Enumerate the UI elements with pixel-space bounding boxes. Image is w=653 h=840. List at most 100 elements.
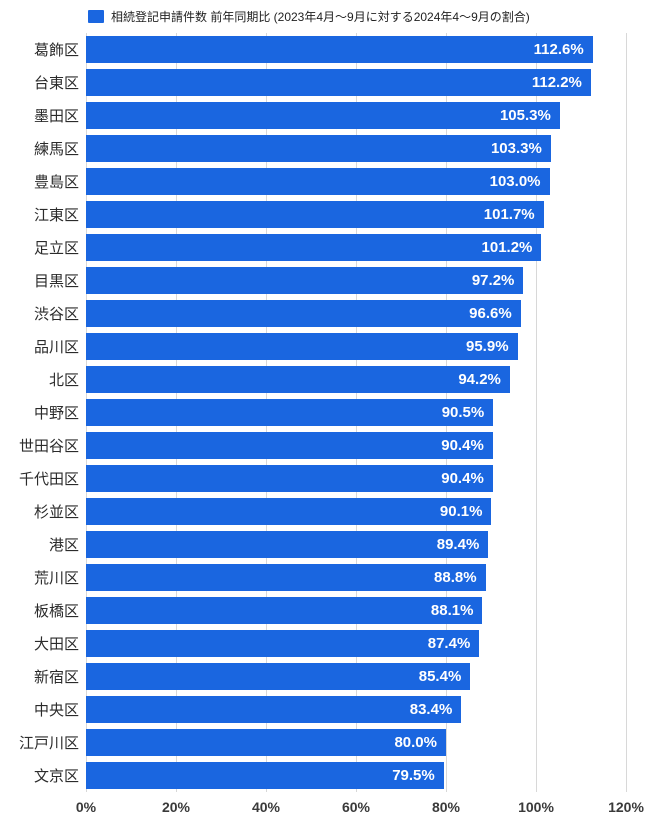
value-label: 105.3% [499, 107, 551, 124]
value-label: 85.4% [418, 668, 462, 685]
bar-track: 96.6% [86, 300, 626, 327]
legend-color-swatch [88, 10, 104, 23]
bar-row: 渋谷区 96.6% [0, 297, 653, 330]
category-label: 大田区 [33, 636, 79, 653]
bar: 101.7% [86, 201, 544, 228]
bar-track: 79.5% [86, 762, 626, 789]
bar: 80.0% [86, 729, 446, 756]
value-label: 94.2% [458, 371, 501, 388]
bar-row: 世田谷区 90.4% [0, 429, 653, 462]
bar: 90.1% [86, 498, 492, 525]
value-label: 95.9% [466, 338, 509, 355]
x-axis-tick-label: 20% [161, 799, 191, 815]
x-axis: 0% 20% 40% 60% 80% 100% 120% [76, 792, 644, 822]
bar: 101.2% [86, 234, 542, 261]
value-label: 103.0% [489, 173, 541, 190]
bar-track: 105.3% [86, 102, 626, 129]
bar-track: 88.1% [86, 597, 626, 624]
value-label: 90.4% [441, 470, 484, 487]
value-label: 96.6% [469, 305, 512, 322]
category-label: 世田谷区 [18, 438, 79, 455]
value-label: 88.8% [434, 569, 477, 586]
x-axis-tick-label: 120% [608, 799, 644, 815]
category-label: 文京区 [33, 768, 79, 785]
bar-row: 練馬区 103.3% [0, 132, 653, 165]
bar: 90.4% [86, 432, 493, 459]
bar-track: 90.1% [86, 498, 626, 525]
bar-track: 101.2% [86, 234, 626, 261]
value-label: 87.4% [427, 635, 471, 652]
category-label: 足立区 [33, 240, 79, 257]
category-label: 品川区 [33, 339, 79, 356]
bar: 88.1% [86, 597, 483, 624]
gridline [626, 33, 627, 792]
bar: 90.4% [86, 465, 493, 492]
bar-track: 90.4% [86, 432, 626, 459]
category-label: 渋谷区 [33, 306, 79, 323]
bar-row: 江東区 101.7% [0, 198, 653, 231]
bar-track: 83.4% [86, 696, 626, 723]
x-axis-tick-label: 0% [75, 799, 97, 815]
bar-track: 95.9% [86, 333, 626, 360]
category-label: 江戸川区 [18, 735, 79, 752]
bar-row: 港区 89.4% [0, 528, 653, 561]
category-label: 千代田区 [18, 471, 79, 488]
legend: 相続登記申請件数 前年同期比 (2023年4月〜9月に対する2024年4〜9月の… [88, 8, 643, 25]
value-label: 90.4% [441, 437, 484, 454]
category-label: 葛飾区 [33, 42, 79, 59]
value-label: 103.3% [490, 140, 542, 157]
bar: 112.2% [86, 69, 591, 96]
bar: 103.0% [86, 168, 550, 195]
bar: 83.4% [86, 696, 462, 723]
bar-track: 85.4% [86, 663, 626, 690]
bar-row: 葛飾区 112.6% [0, 33, 653, 66]
bar-track: 101.7% [86, 201, 626, 228]
bar: 103.3% [86, 135, 551, 162]
bar-rows: 葛飾区 112.6% 台東区 112.2% 墨田区 105.3% 練馬区 103.3% 豊島区 1… [0, 33, 653, 792]
gridline [536, 33, 537, 792]
bar-track: 112.2% [86, 69, 626, 96]
category-label: 港区 [48, 537, 79, 554]
category-label: 板橋区 [33, 603, 79, 620]
value-label: 80.0% [394, 734, 437, 751]
category-label: 中野区 [33, 405, 79, 422]
bar-row: 台東区 112.2% [0, 66, 653, 99]
bar-row: 千代田区 90.4% [0, 462, 653, 495]
category-label: 墨田区 [33, 108, 79, 125]
bar-row: 文京区 79.5% [0, 759, 653, 792]
category-label: 豊島区 [33, 174, 79, 191]
category-label: 練馬区 [33, 141, 79, 158]
category-label: 江東区 [33, 207, 79, 224]
bar-track: 88.8% [86, 564, 626, 591]
bar-row: 北区 94.2% [0, 363, 653, 396]
value-label: 101.7% [483, 206, 535, 223]
bar-track: 103.3% [86, 135, 626, 162]
bar-row: 足立区 101.2% [0, 231, 653, 264]
category-label: 目黒区 [33, 273, 79, 290]
bar-row: 大田区 87.4% [0, 627, 653, 660]
bar-track: 103.0% [86, 168, 626, 195]
bar-row: 中野区 90.5% [0, 396, 653, 429]
bar-row: 新宿区 85.4% [0, 660, 653, 693]
bar-row: 目黒区 97.2% [0, 264, 653, 297]
bar-row: 江戸川区 80.0% [0, 726, 653, 759]
value-label: 83.4% [409, 701, 453, 718]
bar-track: 97.2% [86, 267, 626, 294]
value-label: 79.5% [392, 767, 435, 784]
bar: 87.4% [86, 630, 480, 657]
bar-track: 87.4% [86, 630, 626, 657]
x-axis-tick-label: 60% [341, 799, 371, 815]
bar: 79.5% [86, 762, 444, 789]
value-label: 101.2% [481, 239, 533, 256]
bar: 94.2% [86, 366, 510, 393]
legend-label: 相続登記申請件数 前年同期比 (2023年4月〜9月に対する2024年4〜9月の… [111, 10, 530, 24]
bar-track: 90.5% [86, 399, 626, 426]
bar-track: 80.0% [86, 729, 626, 756]
category-label: 新宿区 [33, 669, 79, 686]
x-axis-tick-label: 40% [251, 799, 281, 815]
category-label: 北区 [48, 372, 79, 389]
category-label: 杉並区 [33, 504, 79, 521]
bar-track: 112.6% [86, 36, 626, 63]
bar-track: 89.4% [86, 531, 626, 558]
bar: 89.4% [86, 531, 489, 558]
